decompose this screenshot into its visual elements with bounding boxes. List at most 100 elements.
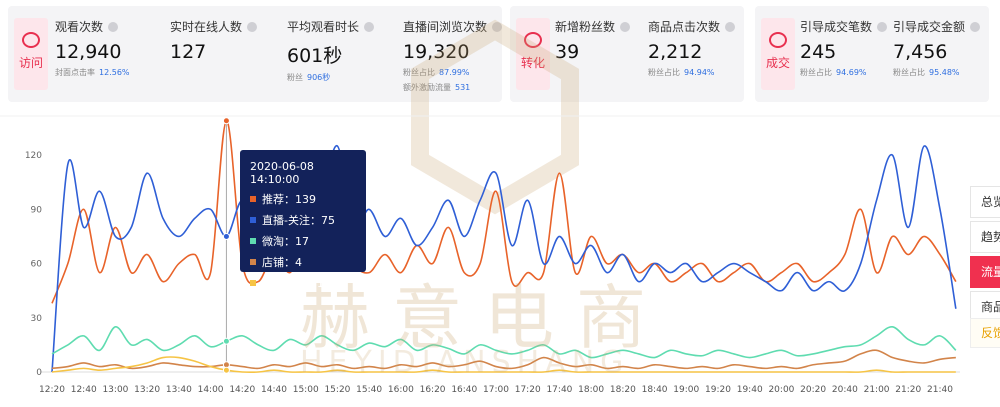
x-tick-label: 16:40 <box>451 385 477 395</box>
side-tab[interactable]: 趋势 <box>970 221 1000 253</box>
x-tick-label: 18:20 <box>610 385 636 395</box>
tooltip-row: 微淘17 <box>250 233 356 249</box>
metric-label: 新增粉丝数 <box>555 18 631 35</box>
x-tick-label: 14:20 <box>229 385 255 395</box>
tooltip-swatch <box>250 280 256 286</box>
metric-label-text: 直播间浏览次数 <box>403 20 488 34</box>
tooltip-swatch <box>250 217 256 223</box>
tooltip-value: 4 <box>295 256 302 269</box>
stat-card: 转化 新增粉丝数 39 商品点击次数 2,212 粉丝占比 94.94% <box>510 6 744 102</box>
x-tick-label: 13:00 <box>102 385 128 395</box>
note-value: 906秒 <box>307 73 331 82</box>
badge-icon <box>769 32 787 48</box>
x-tick-label: 13:20 <box>134 385 160 395</box>
hover-dot <box>222 337 230 345</box>
metric-label: 商品点击次数 <box>648 18 736 35</box>
stat-card: 访问 观看次数 12,940 封面点击率 12.56% 实时在线人数 127 平均观看时长 60… <box>8 6 503 102</box>
metric-note: 粉丝占比 95.48% <box>893 67 980 78</box>
help-icon[interactable] <box>108 22 119 32</box>
metric-label: 平均观看时长 <box>287 18 375 35</box>
x-tick-label: 20:20 <box>800 385 826 395</box>
tooltip-row: 主播主页1 <box>250 275 356 291</box>
note-value: 12.56% <box>99 68 130 77</box>
metric-label-text: 引导成交金额 <box>893 20 966 34</box>
series-line <box>51 326 957 359</box>
x-tick-label: 14:00 <box>198 385 224 395</box>
metric-value: 245 <box>800 41 837 63</box>
metric-label: 实时在线人数 <box>170 18 258 35</box>
side-tab[interactable]: 总览 <box>970 186 1000 218</box>
badge-label: 成交 <box>765 56 790 70</box>
tooltip-swatch <box>250 259 256 265</box>
x-tick-label: 21:20 <box>895 385 921 395</box>
note-label: 粉丝占比 <box>403 68 435 77</box>
metric-note: 粉丝 906秒 <box>287 72 374 83</box>
note-label: 粉丝占比 <box>800 68 832 77</box>
help-icon[interactable] <box>877 22 888 32</box>
badge: 成交 <box>761 18 795 90</box>
stat-card: 成交 引导成交笔数 245 粉丝占比 94.69% 引导成交金额 7,456 粉丝占比 95.4… <box>755 6 989 102</box>
help-icon[interactable] <box>725 22 736 32</box>
y-tick-label: 30 <box>31 314 43 324</box>
x-tick-label: 21:40 <box>927 385 953 395</box>
metric-value: 2,212 <box>648 41 703 63</box>
help-icon[interactable] <box>620 22 631 32</box>
x-tick-label: 14:40 <box>261 385 287 395</box>
tooltip-value: 17 <box>295 235 309 248</box>
x-tick-label: 19:20 <box>705 385 731 395</box>
tooltip-series-name: 直播-关注 <box>262 214 321 227</box>
badge: 访问 <box>14 18 48 90</box>
note-label: 粉丝 <box>287 73 303 82</box>
tooltip-series-name: 店铺 <box>262 256 295 269</box>
y-tick-label: 90 <box>31 205 43 215</box>
help-icon[interactable] <box>247 22 258 32</box>
tooltip-value: 139 <box>295 193 316 206</box>
tooltip-swatch <box>250 238 256 244</box>
metric-label-text: 引导成交笔数 <box>800 20 873 34</box>
badge: 转化 <box>516 18 550 90</box>
metric-value: 19,320 <box>403 41 470 63</box>
x-tick-label: 21:00 <box>864 385 890 395</box>
note-value: 94.69% <box>836 68 867 77</box>
metric: 引导成交笔数 245 粉丝占比 94.69% <box>800 18 888 78</box>
tooltip-row: 推荐139 <box>250 191 356 207</box>
tooltip-value: 1 <box>317 277 324 290</box>
metric-label: 引导成交笔数 <box>800 18 888 35</box>
x-tick-label: 17:20 <box>515 385 541 395</box>
tooltip-series-name: 主播主页 <box>262 277 317 290</box>
metric-label-text: 新增粉丝数 <box>555 20 616 34</box>
help-icon[interactable] <box>492 22 503 32</box>
metric-label: 观看次数 <box>55 18 130 35</box>
feedback-button[interactable]: 反馈 <box>970 318 1000 348</box>
metric-label: 引导成交金额 <box>893 18 981 35</box>
x-tick-label: 13:40 <box>166 385 192 395</box>
x-tick-label: 19:40 <box>737 385 763 395</box>
tooltip-series-name: 推荐 <box>262 193 295 206</box>
metric-note: 封面点击率 12.56% <box>55 67 130 78</box>
metric: 实时在线人数 127 <box>170 18 258 63</box>
x-tick-label: 15:40 <box>356 385 382 395</box>
help-icon[interactable] <box>970 22 981 32</box>
note-label: 额外激励流量 <box>403 83 451 92</box>
side-tab[interactable]: 流量 <box>970 256 1000 288</box>
metric-note: 粉丝占比 87.99% <box>403 67 502 78</box>
metric: 商品点击次数 2,212 粉丝占比 94.94% <box>648 18 736 78</box>
x-tick-label: 17:40 <box>546 385 572 395</box>
hover-dot <box>222 232 230 240</box>
metric-note: 粉丝占比 94.69% <box>800 67 887 78</box>
tooltip-value: 75 <box>320 214 335 227</box>
badge-label: 访问 <box>18 56 43 70</box>
note-value: 94.94% <box>684 68 715 77</box>
x-tick-label: 15:20 <box>324 385 350 395</box>
metric: 直播间浏览次数 19,320 粉丝占比 87.99% 额外激励流量 531 <box>403 18 503 93</box>
tooltip-swatch <box>250 196 256 202</box>
tooltip-series-name: 微淘 <box>262 235 295 248</box>
tooltip-title: 2020-06-08 14:10:00 <box>250 160 314 186</box>
metric-label-text: 实时在线人数 <box>170 20 243 34</box>
series-line <box>51 356 956 374</box>
x-tick-label: 18:00 <box>578 385 604 395</box>
help-icon[interactable] <box>364 22 375 32</box>
hover-dot <box>222 117 230 125</box>
tooltip-row: 直播-关注75 <box>250 212 356 228</box>
